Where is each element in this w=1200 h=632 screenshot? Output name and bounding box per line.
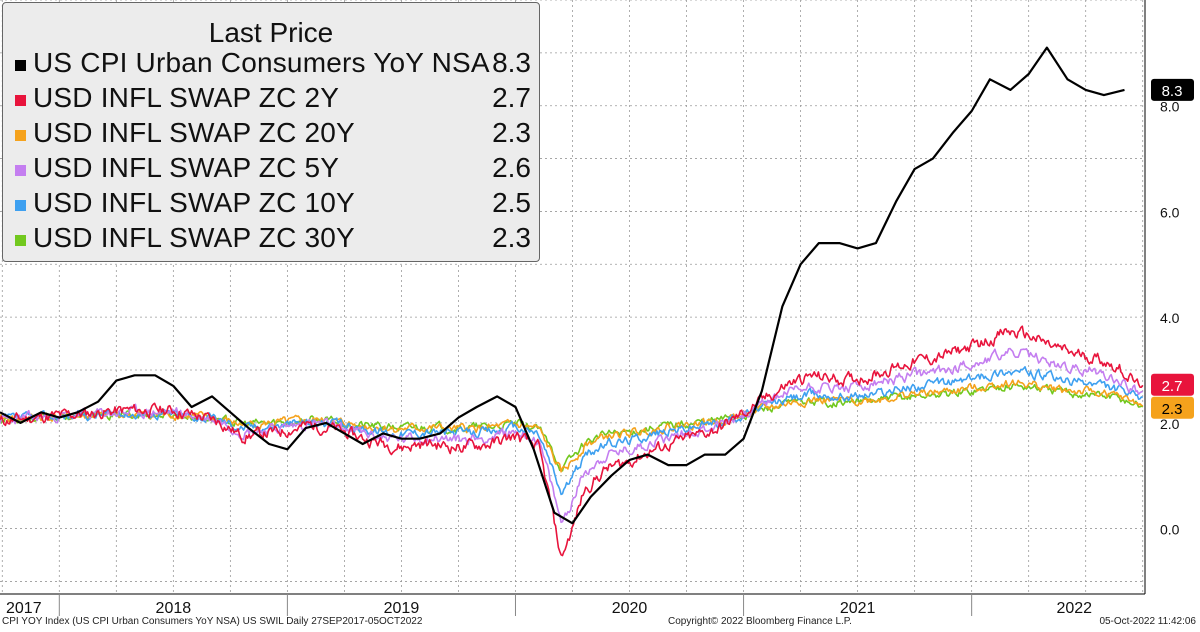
legend-value-swap-30y: 2.3 — [492, 222, 531, 253]
x-axis: 2017 2018 2019 2020 2021 2022 — [6, 594, 1092, 617]
legend-swatch-cpi — [15, 60, 26, 71]
series-lines — [0, 46, 1144, 557]
legend-label-swap-20y: USD INFL SWAP ZC 20Y — [33, 117, 355, 148]
last-value-badge — [1151, 396, 1194, 419]
legend-label-cpi: US CPI Urban Consumers YoY NSA — [33, 47, 490, 78]
last-value-badge — [1151, 373, 1194, 396]
legend-row-swap-30y: USD INFL SWAP ZC 30Y 2.3 — [11, 222, 531, 256]
legend-value-swap-5y: 2.6 — [492, 152, 531, 183]
y-tick-label: 2.0 — [1160, 416, 1180, 432]
y-axis: 0.0 2.0 4.0 6.0 8.0 — [1160, 99, 1180, 538]
x-year-label: 2019 — [384, 600, 420, 617]
y-tick-label: 6.0 — [1160, 204, 1180, 220]
legend-swatch-swap-5y — [15, 165, 26, 176]
legend-label-swap-30y: USD INFL SWAP ZC 30Y — [33, 222, 355, 253]
y-tick-label: 8.0 — [1160, 99, 1180, 115]
legend-swatch-swap-10y — [15, 200, 26, 211]
y-tick-label: 4.0 — [1160, 310, 1180, 326]
legend-row-swap-5y: USD INFL SWAP ZC 5Y 2.6 — [11, 152, 531, 186]
legend-swatch-swap-20y — [15, 130, 26, 141]
legend-value-swap-20y: 2.3 — [492, 117, 531, 148]
legend-row-swap-10y: USD INFL SWAP ZC 10Y 2.5 — [11, 187, 531, 221]
series-line-usd-infl-swap-zc-2y — [0, 325, 1144, 557]
legend-value-cpi: 8.3 — [492, 47, 531, 78]
legend-swatch-swap-30y — [15, 235, 26, 246]
last-value-text: 2.7 — [1162, 378, 1183, 395]
legend-row-cpi: US CPI Urban Consumers YoY NSA 8.3 — [11, 47, 531, 81]
series-line-us-cpi — [0, 46, 1125, 525]
legend-label-swap-5y: USD INFL SWAP ZC 5Y — [33, 152, 340, 183]
series-line-usd-infl-swap-zc-5y — [0, 347, 1143, 524]
legend: Last Price US CPI Urban Consumers YoY NS… — [2, 2, 540, 262]
last-value-badge — [1151, 78, 1194, 101]
x-year-label: 2022 — [1056, 600, 1092, 617]
footer-source: CPI YOY Index (US CPI Urban Consumers Yo… — [2, 616, 423, 627]
last-value-text: 8.3 — [1162, 83, 1183, 100]
last-value-text: 2.3 — [1162, 401, 1183, 418]
legend-label-swap-2y: USD INFL SWAP ZC 2Y — [33, 82, 340, 113]
footer-copyright: Copyright© 2022 Bloomberg Finance L.P. — [668, 616, 852, 627]
legend-row-swap-20y: USD INFL SWAP ZC 20Y 2.3 — [11, 117, 531, 151]
legend-swatch-swap-2y — [15, 95, 26, 106]
x-year-label: 2018 — [156, 600, 192, 617]
legend-row-swap-2y: USD INFL SWAP ZC 2Y 2.7 — [11, 82, 531, 116]
legend-value-swap-2y: 2.7 — [492, 82, 531, 113]
legend-value-swap-10y: 2.5 — [492, 187, 531, 218]
y-tick-label: 0.0 — [1160, 522, 1180, 538]
x-year-label: 2017 — [6, 600, 42, 617]
last-value-labels: 8.3 2.7 2.3 — [1151, 78, 1194, 419]
legend-title: Last Price — [208, 17, 334, 48]
x-year-label: 2020 — [612, 600, 648, 617]
footer-timestamp: 05-Oct-2022 11:42:06 — [1099, 616, 1196, 627]
x-year-label: 2021 — [840, 600, 876, 617]
legend-label-swap-10y: USD INFL SWAP ZC 10Y — [33, 187, 355, 218]
